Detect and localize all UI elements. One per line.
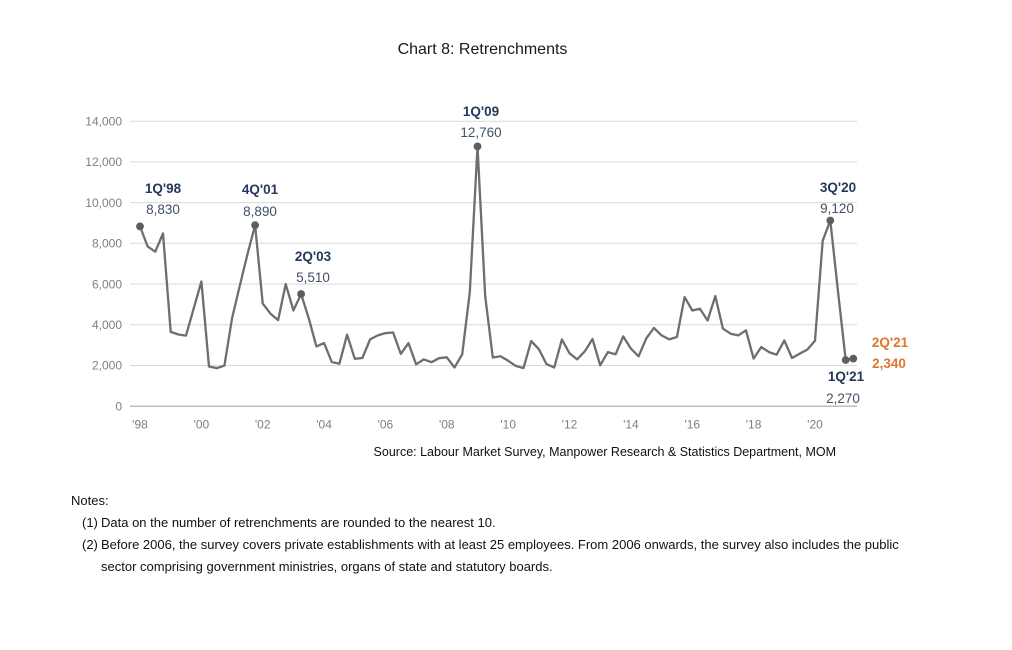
annotation-label: 3Q'20 (820, 180, 856, 195)
x-tick-label: '00 (194, 418, 210, 432)
annotation-label: 2Q'03 (295, 249, 332, 264)
data-point-marker (136, 222, 144, 231)
y-tick-label: 4,000 (92, 318, 122, 332)
annotation-value: 2,340 (872, 356, 906, 371)
annotation-value: 9,120 (820, 201, 854, 216)
y-tick-label: 0 (115, 399, 122, 413)
note-number: (2) (82, 537, 98, 552)
y-tick-label: 10,000 (85, 196, 122, 210)
data-point-marker (826, 216, 835, 225)
data-line (138, 145, 855, 370)
notes-heading: Notes: (71, 493, 109, 508)
x-tick-label: '98 (132, 418, 148, 432)
annotation-label: 4Q'01 (242, 182, 279, 197)
annotation-label: 1Q'21 (828, 369, 865, 384)
note-number: (1) (82, 515, 98, 530)
x-tick-label: '08 (439, 418, 455, 432)
annotation-label: 2Q'21 (872, 335, 909, 350)
y-tick-label: 2,000 (92, 359, 122, 373)
x-tick-label: '02 (255, 418, 271, 432)
data-point-marker (297, 290, 305, 298)
annotation-value: 2,270 (826, 391, 860, 406)
source-caption: Source: Labour Market Survey, Manpower R… (373, 445, 836, 459)
chart-title: Chart 8: Retrenchments (397, 41, 568, 58)
note-item: (1) Data on the number of retrenchments … (71, 512, 931, 534)
x-tick-label: '18 (746, 418, 762, 432)
annotation-value: 5,510 (296, 270, 330, 285)
annotation-value: 8,890 (243, 204, 277, 219)
data-point-marker (841, 356, 850, 364)
data-point-marker (251, 221, 259, 230)
y-tick-label: 6,000 (92, 277, 122, 291)
note-text: Before 2006, the survey covers private e… (101, 537, 899, 574)
x-tick-label: '12 (562, 418, 578, 432)
x-tick-label: '14 (623, 418, 639, 432)
x-tick-label: '16 (684, 418, 700, 432)
annotation-value: 8,830 (146, 202, 180, 217)
note-text: Data on the number of retrenchments are … (101, 515, 496, 530)
y-tick-label: 8,000 (92, 237, 122, 251)
notes-section: Notes: (1) Data on the number of retrenc… (71, 490, 931, 578)
y-tick-label: 14,000 (85, 114, 122, 128)
annotation-label: 1Q'98 (145, 181, 182, 196)
y-tick-label: 12,000 (85, 155, 122, 169)
x-tick-label: '04 (316, 418, 332, 432)
data-point-marker (849, 354, 858, 363)
data-point-marker (473, 142, 482, 151)
annotation-value: 12,760 (460, 125, 501, 140)
x-tick-label: '06 (378, 418, 394, 432)
retrenchments-line-chart: 0 2,000 4,000 6,000 8,000 10,000 12,000 14,000 '… (85, 104, 909, 432)
annotation-label: 1Q'09 (463, 104, 499, 119)
x-tick-label: '20 (807, 418, 823, 432)
note-item: (2) Before 2006, the survey covers priva… (71, 534, 931, 578)
x-tick-label: '10 (500, 418, 516, 432)
